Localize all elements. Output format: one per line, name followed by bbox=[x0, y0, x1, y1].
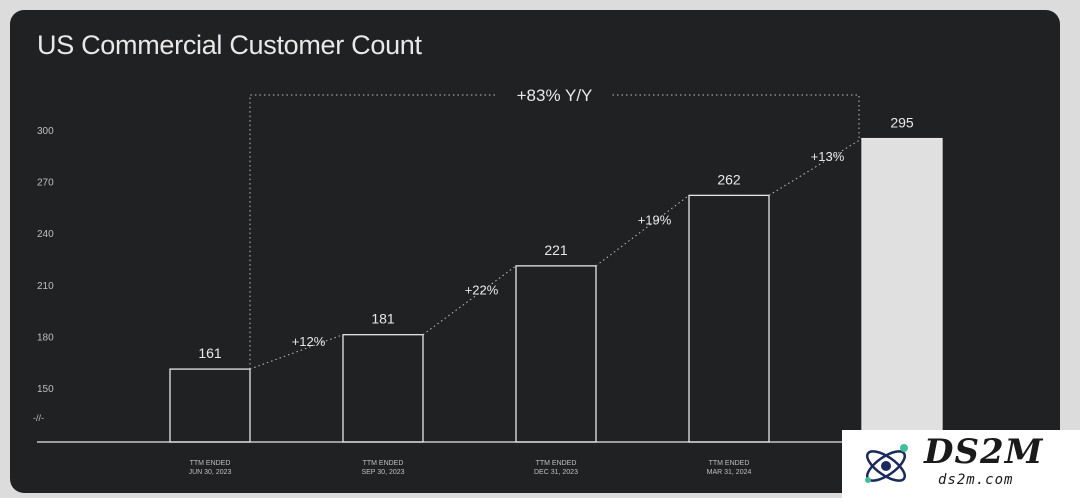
y-tick-label: 270 bbox=[37, 178, 54, 189]
y-axis-break-label: -//- bbox=[33, 413, 44, 423]
watermark: DS2M ds2m.com bbox=[842, 430, 1080, 498]
bar bbox=[169, 368, 251, 443]
growth-label: +22% bbox=[465, 282, 499, 297]
bar bbox=[861, 137, 943, 443]
yoy-bracket bbox=[249, 94, 497, 370]
chart-card: US Commercial Customer Count 150 180 210 24… bbox=[10, 10, 1060, 493]
bar-value-label: 262 bbox=[717, 171, 741, 187]
bar-chart: 150 180 210 240 270 300 -//- 161 TTM ENDED JUN 30… bbox=[33, 86, 1040, 476]
atom-logo-icon bbox=[865, 444, 908, 483]
growth-connector bbox=[422, 265, 517, 336]
x-tick-label: TTM ENDED bbox=[536, 460, 577, 467]
y-tick-label: 210 bbox=[37, 281, 54, 292]
bar-value-label: 221 bbox=[544, 242, 568, 258]
y-tick-label: 240 bbox=[37, 229, 54, 240]
x-tick-label: TTM ENDED bbox=[709, 460, 750, 467]
x-tick-label: SEP 30, 2023 bbox=[361, 469, 404, 476]
growth-connector bbox=[768, 138, 863, 196]
bar bbox=[688, 194, 770, 443]
growth-label: +13% bbox=[811, 149, 845, 164]
growth-label: +19% bbox=[638, 213, 672, 228]
watermark-text: DS2M bbox=[924, 432, 1044, 472]
growth-connector bbox=[595, 194, 690, 267]
x-tick-label: MAR 31, 2024 bbox=[707, 469, 752, 476]
growth-connector bbox=[249, 334, 344, 370]
yoy-bracket bbox=[612, 94, 863, 140]
growth-label: +12% bbox=[292, 334, 326, 349]
x-tick-label: TTM ENDED bbox=[190, 460, 231, 467]
x-tick-label: DEC 31, 2023 bbox=[534, 469, 578, 476]
x-tick-label: JUN 30, 2023 bbox=[189, 469, 232, 476]
chart-title: US Commercial Customer Count bbox=[37, 30, 422, 60]
x-tick-label: TTM ENDED bbox=[363, 460, 404, 467]
bar-value-label: 161 bbox=[198, 345, 222, 361]
bar bbox=[515, 265, 597, 443]
y-tick-label: 150 bbox=[37, 384, 54, 395]
yoy-growth-label: +83% Y/Y bbox=[517, 86, 593, 105]
bar-value-label: 295 bbox=[890, 115, 914, 131]
watermark-subtext: ds2m.com bbox=[938, 472, 1014, 488]
bar bbox=[342, 334, 424, 443]
y-tick-label: 180 bbox=[37, 332, 54, 343]
bar-value-label: 181 bbox=[371, 311, 395, 327]
y-tick-label: 300 bbox=[37, 126, 54, 137]
